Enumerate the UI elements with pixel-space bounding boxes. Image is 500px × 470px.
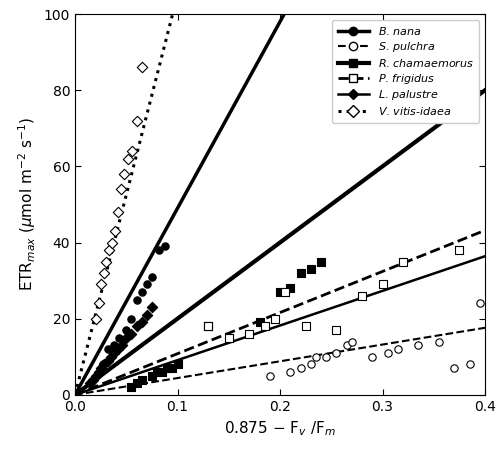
Point <box>120 170 128 178</box>
Point <box>122 334 130 341</box>
Point <box>107 353 115 360</box>
Point <box>100 360 108 368</box>
Point <box>281 288 289 296</box>
Point <box>124 155 132 163</box>
Point <box>132 296 140 304</box>
X-axis label: 0.875 − F$_v$ /F$_m$: 0.875 − F$_v$ /F$_m$ <box>224 419 336 438</box>
Point <box>450 364 458 372</box>
Point <box>148 372 156 380</box>
Point <box>155 246 163 254</box>
Point <box>225 334 233 341</box>
Point <box>105 246 113 254</box>
Point <box>117 186 125 193</box>
Point <box>256 319 264 326</box>
Point <box>394 345 402 353</box>
Point <box>122 326 130 334</box>
Point <box>148 273 156 281</box>
Point <box>128 315 136 322</box>
Point <box>260 322 268 330</box>
Point <box>92 315 100 322</box>
Point <box>110 342 118 349</box>
Point <box>302 322 310 330</box>
Point <box>104 357 112 364</box>
Point <box>128 384 136 391</box>
Point <box>161 243 169 250</box>
Point <box>111 227 119 235</box>
Point <box>168 364 176 372</box>
Point <box>296 269 304 277</box>
Point <box>245 330 253 337</box>
Point <box>466 360 473 368</box>
Point <box>92 372 100 380</box>
Point <box>104 345 112 353</box>
Point <box>153 368 161 376</box>
Point <box>115 334 123 341</box>
Point <box>322 353 330 360</box>
Point <box>138 319 145 326</box>
Point <box>94 368 102 376</box>
Point <box>132 117 140 125</box>
Point <box>118 342 126 349</box>
Y-axis label: ETR$_{max}$ ($\mu$mol m$^{-2}$ s$^{-1}$): ETR$_{max}$ ($\mu$mol m$^{-2}$ s$^{-1}$) <box>16 118 38 291</box>
Point <box>128 330 136 337</box>
Point <box>138 376 145 384</box>
Point <box>399 258 407 265</box>
Point <box>174 360 182 368</box>
Point <box>456 246 464 254</box>
Point <box>204 322 212 330</box>
Point <box>307 360 315 368</box>
Point <box>132 380 140 387</box>
Point <box>414 342 422 349</box>
Point <box>128 148 136 155</box>
Point <box>368 353 376 360</box>
Point <box>384 349 392 357</box>
Point <box>286 368 294 376</box>
Point <box>286 284 294 292</box>
Point <box>332 349 340 357</box>
Point <box>86 380 94 387</box>
Point <box>98 360 106 368</box>
Point <box>100 269 108 277</box>
Point <box>132 322 140 330</box>
Point <box>94 300 102 307</box>
Point <box>307 266 315 273</box>
Point <box>317 258 325 265</box>
Point <box>276 288 284 296</box>
Point <box>96 364 104 372</box>
Point <box>110 349 118 357</box>
Point <box>90 376 98 384</box>
Point <box>138 63 145 71</box>
Point <box>143 311 151 319</box>
Point <box>348 338 356 345</box>
Point <box>358 292 366 299</box>
Point <box>342 342 350 349</box>
Point <box>114 345 122 353</box>
Point <box>332 326 340 334</box>
Point <box>96 281 104 288</box>
Point <box>435 338 443 345</box>
Point <box>163 364 171 372</box>
Point <box>158 368 166 376</box>
Point <box>114 208 122 216</box>
Point <box>271 315 279 322</box>
Point <box>148 304 156 311</box>
Point <box>143 281 151 288</box>
Legend: $\it{B}$. $\it{nana}$, $\it{S}$. $\it{pulchra}$, $\it{R}$. $\it{chamaemorus}$, $: $\it{B}$. $\it{nana}$, $\it{S}$. $\it{pu… <box>332 20 480 123</box>
Point <box>378 281 386 288</box>
Point <box>108 239 116 246</box>
Point <box>296 364 304 372</box>
Point <box>204 322 212 330</box>
Point <box>266 372 274 380</box>
Point <box>476 300 484 307</box>
Point <box>312 353 320 360</box>
Point <box>102 258 110 265</box>
Point <box>138 288 145 296</box>
